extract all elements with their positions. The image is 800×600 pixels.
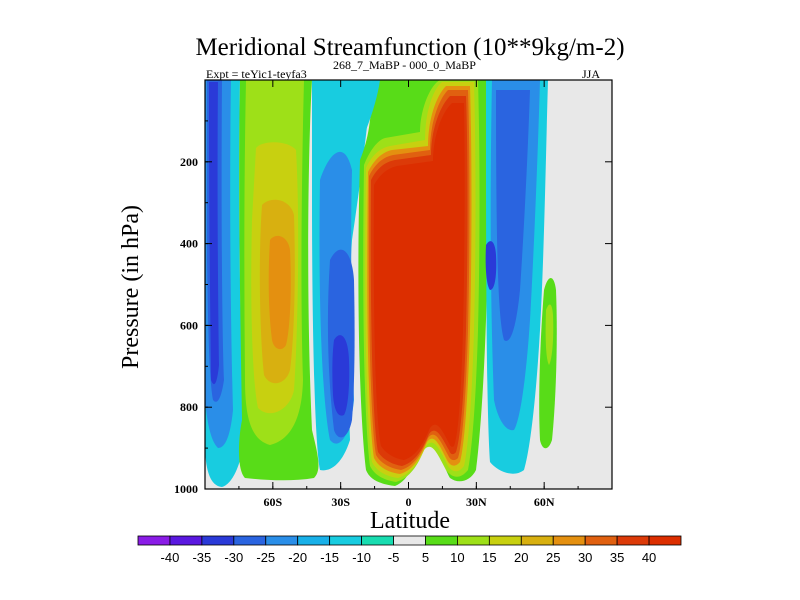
contour-nh-sub-inner: [496, 90, 530, 341]
season-label: JJA: [582, 67, 600, 81]
contour-nh-polar-inner: [545, 304, 554, 365]
colorbar-swatch: [457, 535, 490, 546]
x-tick-label: 30S: [331, 495, 350, 509]
colorbar-swatch: [169, 535, 203, 546]
y-tick-label: 200: [180, 155, 198, 169]
y-axis-label: Pressure (in hPa): [118, 205, 144, 369]
x-tick-label: 60S: [263, 495, 282, 509]
colorbar-swatch: [616, 535, 650, 546]
contour-nh-sub-core: [485, 241, 497, 290]
contour-trop-core: [373, 103, 465, 460]
chart-title: Meridional Streamfunction (10**9kg/m-2): [195, 34, 624, 61]
contour-sh-polar-core: [209, 82, 219, 385]
colorbar-label: 35: [610, 550, 624, 565]
colorbar-label: 30: [578, 550, 592, 565]
colorbar-label: 15: [482, 550, 496, 565]
colorbar-swatch: [520, 535, 554, 546]
colorbar-label: -30: [224, 550, 243, 565]
x-tick-label: 30N: [466, 495, 487, 509]
colorbar-label: 40: [642, 550, 656, 565]
colorbar-label: 25: [546, 550, 560, 565]
colorbar: -40 -35 -30 -25 -20 -15 -10 -5 5 10 15 20 25 30 35 40: [137, 535, 682, 565]
colorbar-label: -20: [288, 550, 307, 565]
colorbar-swatch: [233, 535, 267, 546]
colorbar-swatch: [648, 535, 682, 546]
x-tick-label: 60N: [534, 495, 555, 509]
contour-sh-sub-core: [332, 335, 350, 416]
colorbar-label: 10: [450, 550, 464, 565]
colorbar-swatch: [361, 535, 394, 546]
x-axis-label: Latitude: [370, 508, 450, 534]
x-tick-label: 0: [406, 495, 412, 509]
colorbar-label: -35: [192, 550, 211, 565]
contour-sh-mid-core: [268, 235, 291, 350]
y-axis-ticks: 200 400 600 800 1000: [174, 120, 612, 496]
colorbar-swatch: [552, 535, 586, 546]
colorbar-swatch: [137, 535, 171, 546]
contour-upper-band: [360, 80, 380, 130]
y-tick-label: 800: [180, 400, 198, 414]
colorbar-swatch: [393, 535, 426, 546]
colorbar-swatch: [488, 535, 522, 546]
experiment-period-label: 268_7_MaBP - 000_0_MaBP: [333, 58, 476, 72]
colorbar-label: -25: [256, 550, 275, 565]
colorbar-swatch: [201, 535, 235, 546]
colorbar-label: -15: [320, 550, 339, 565]
plot-area: 60S 30S 0 30N 60N 200 400 600 800 1000: [174, 79, 613, 509]
experiment-label: Expt = teYic1-teyfa3: [206, 67, 307, 81]
colorbar-swatch: [329, 535, 362, 546]
y-tick-label: 1000: [174, 482, 198, 496]
colorbar-swatch: [297, 535, 331, 546]
colorbar-label: 5: [422, 550, 429, 565]
contour-fills: [205, 80, 557, 487]
colorbar-label: -5: [388, 550, 400, 565]
colorbar-swatch: [584, 535, 618, 546]
colorbar-swatch: [425, 535, 458, 546]
colorbar-label: -40: [161, 550, 180, 565]
colorbar-label: 20: [514, 550, 528, 565]
y-tick-label: 600: [180, 318, 198, 332]
x-axis-ticks: 60S 30S 0 30N 60N: [204, 80, 613, 509]
colorbar-label: -10: [352, 550, 371, 565]
y-tick-label: 400: [180, 237, 198, 251]
colorbar-swatch: [265, 535, 299, 546]
